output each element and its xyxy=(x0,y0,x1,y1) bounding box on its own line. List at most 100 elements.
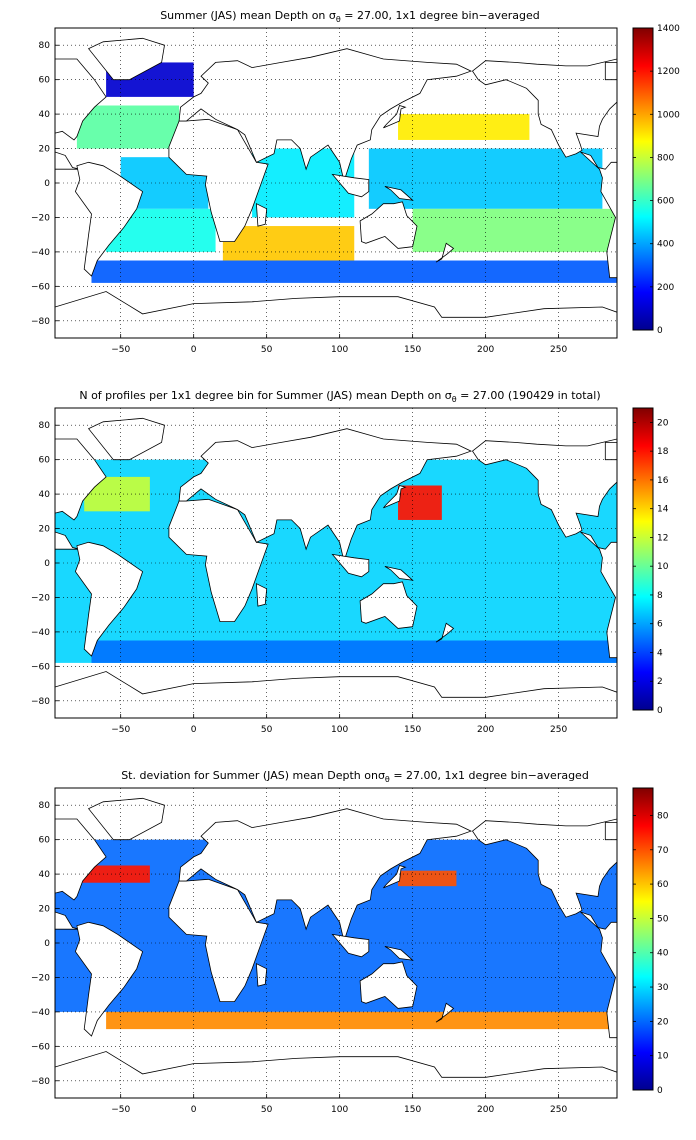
colorbar-tick-label: 800 xyxy=(657,153,674,163)
colorbar-tick-label: 1200 xyxy=(657,67,680,77)
data-region-southern-indian-ocean xyxy=(222,226,355,261)
y-tick-label: 20 xyxy=(39,525,51,535)
coastline xyxy=(87,797,165,841)
colorbar-tick-label: 18 xyxy=(657,447,669,457)
coastline xyxy=(383,485,407,509)
colorbar-tick-label: 10 xyxy=(657,1052,669,1062)
coastline xyxy=(178,428,473,563)
y-tick-label: −80 xyxy=(31,317,50,327)
data-region-tropical-pacific xyxy=(368,148,603,209)
x-tick-label: −50 xyxy=(111,1105,130,1115)
x-tick-label: 100 xyxy=(331,1105,348,1115)
y-tick-label: 40 xyxy=(39,110,51,120)
coastline xyxy=(168,118,269,243)
x-tick-label: 200 xyxy=(477,725,494,735)
x-tick-label: 0 xyxy=(191,345,197,355)
colorbar-tick-label: 14 xyxy=(657,505,669,515)
title: St. deviation for Summer (JAS) mean Dept… xyxy=(121,769,589,784)
colorbar-tick-label: 40 xyxy=(657,949,669,959)
colorbar: 0 10 20 30 40 50 60 70 80 xyxy=(632,787,669,1096)
x-tick-label: 250 xyxy=(550,725,567,735)
title: N of profiles per 1x1 degree bin for Sum… xyxy=(79,389,600,404)
x-tick-label: 100 xyxy=(331,345,348,355)
colorbar-tick-label: 12 xyxy=(657,533,668,543)
colorbar-tick-label: 200 xyxy=(657,283,674,293)
y-tick-label: 60 xyxy=(39,76,51,86)
coastline xyxy=(435,1002,455,1023)
y-tick-label: 80 xyxy=(39,801,51,811)
coastline xyxy=(359,961,418,1009)
y-tick-label: −20 xyxy=(31,213,50,223)
coastline xyxy=(255,963,268,987)
panel-profile-count: N of profiles per 1x1 degree bin for Sum… xyxy=(31,389,669,735)
y-tick-label: −40 xyxy=(31,248,50,258)
plot-area xyxy=(55,408,617,718)
x-tick-label: 50 xyxy=(261,345,273,355)
y-tick-label: −40 xyxy=(31,628,50,638)
coastline xyxy=(580,151,617,279)
x-tick-label: −50 xyxy=(111,725,130,735)
coastline xyxy=(168,498,269,622)
colorbar-tick-label: 80 xyxy=(657,811,669,821)
y-tick-label: −20 xyxy=(31,973,50,983)
colorbar-gradient xyxy=(632,787,654,1091)
coastline xyxy=(168,878,269,1002)
y-tick-label: 60 xyxy=(39,836,51,846)
plot-area xyxy=(55,788,617,1098)
colorbar-tick-label: 60 xyxy=(657,880,669,890)
x-tick-label: 150 xyxy=(404,725,421,735)
data-region-kuroshio-extension xyxy=(398,485,442,520)
coastline xyxy=(74,161,144,277)
y-tick-label: 0 xyxy=(44,939,50,949)
coastline xyxy=(87,417,165,461)
colorbar-tick-label: 600 xyxy=(657,197,674,207)
y-tick-label: −60 xyxy=(31,282,50,292)
coastline xyxy=(435,242,455,263)
x-tick-label: 100 xyxy=(331,725,348,735)
coastline xyxy=(580,531,617,659)
x-tick-label: 200 xyxy=(477,1105,494,1115)
coastline xyxy=(383,105,407,129)
coastline xyxy=(55,1051,617,1098)
coastline xyxy=(331,933,370,958)
coastline xyxy=(55,531,80,550)
colorbar-gradient xyxy=(632,27,654,331)
data-region-antarctic-circumpolar-current xyxy=(106,1011,617,1030)
y-tick-label: −60 xyxy=(31,1042,50,1052)
data-region-southern-ocean xyxy=(91,640,617,663)
coastline xyxy=(604,441,617,461)
coastline xyxy=(435,622,455,643)
data-region-north-atlantic-subtropical xyxy=(76,105,180,149)
colorbar-tick-label: 1000 xyxy=(657,110,680,120)
y-tick-label: 40 xyxy=(39,870,51,880)
x-tick-label: 0 xyxy=(191,725,197,735)
colorbar-tick-label: 10 xyxy=(657,562,669,572)
colorbar-tick-label: 4 xyxy=(657,648,663,658)
data-region-southern-ocean xyxy=(91,260,617,283)
y-tick-label: 20 xyxy=(39,905,51,915)
y-tick-label: 80 xyxy=(39,41,51,51)
y-tick-label: 40 xyxy=(39,490,51,500)
data-region-gulf-stream xyxy=(76,865,150,883)
colorbar-tick-label: 30 xyxy=(657,983,669,993)
coastline xyxy=(331,173,370,198)
x-tick-label: 50 xyxy=(261,725,273,735)
data-region-south-pacific xyxy=(412,208,617,252)
coastline xyxy=(178,48,473,183)
y-tick-label: 0 xyxy=(44,559,50,569)
colorbar-tick-label: 2 xyxy=(657,677,663,687)
coastline xyxy=(87,37,165,81)
y-tick-label: 0 xyxy=(44,179,50,189)
x-tick-label: 150 xyxy=(404,345,421,355)
coastline xyxy=(255,203,268,227)
data-region-north-pacific-subtropical xyxy=(398,114,530,140)
colorbar-tick-label: 1400 xyxy=(657,24,680,34)
coastline xyxy=(178,808,473,943)
coastline xyxy=(471,818,617,918)
y-tick-label: 60 xyxy=(39,456,51,466)
y-tick-label: −80 xyxy=(31,1077,50,1087)
coastline xyxy=(55,671,617,718)
coastline xyxy=(384,566,414,581)
y-tick-label: 80 xyxy=(39,421,51,431)
coastline xyxy=(471,58,617,158)
